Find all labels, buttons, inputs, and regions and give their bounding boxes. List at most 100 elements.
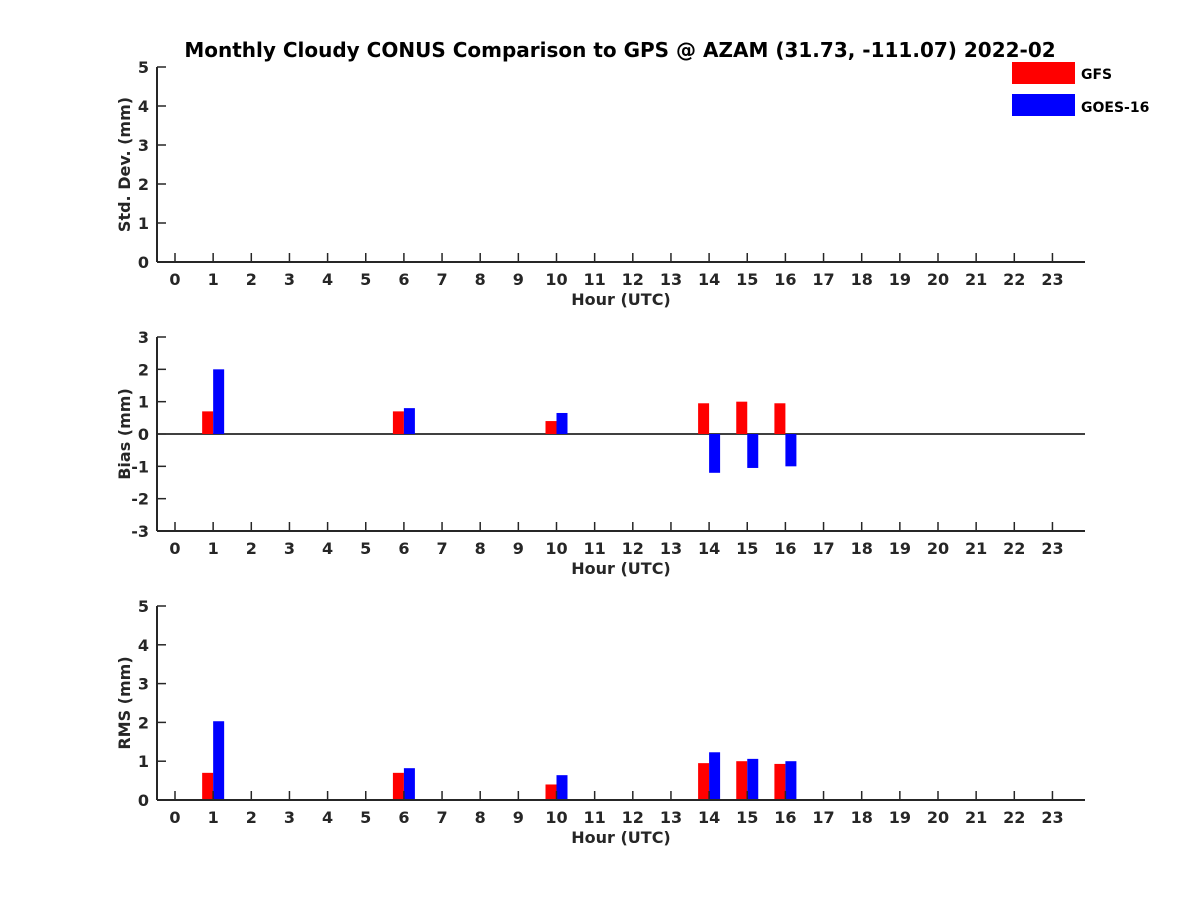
bar-gfs-hour-15 (736, 401, 748, 434)
x-tick-label: 17 (812, 808, 834, 827)
x-tick-label: 20 (927, 270, 949, 289)
y-tick-label: 1 (138, 214, 149, 233)
x-tick-label: 19 (889, 808, 911, 827)
bar-gfs-hour-6 (392, 411, 404, 434)
x-tick-label: 14 (698, 539, 720, 558)
x-tick-label: 0 (169, 270, 180, 289)
x-tick-label: 9 (513, 808, 524, 827)
bar-gfs-hour-15 (736, 761, 748, 800)
x-tick-label: 12 (622, 539, 644, 558)
x-tick-label: 21 (965, 808, 987, 827)
x-axis-label: Hour (UTC) (571, 828, 671, 847)
x-tick-label: 18 (851, 539, 873, 558)
x-tick-label: 8 (475, 808, 486, 827)
x-tick-label: 23 (1041, 270, 1063, 289)
y-tick-label: -3 (131, 522, 149, 541)
x-tick-label: 15 (736, 270, 758, 289)
x-tick-label: 4 (322, 539, 333, 558)
x-tick-label: 5 (360, 270, 371, 289)
legend-label-goes16: GOES-16 (1081, 100, 1149, 116)
y-tick-label: -2 (131, 490, 149, 509)
x-tick-label: 6 (398, 808, 409, 827)
x-tick-label: 4 (322, 270, 333, 289)
bar-goes16-hour-1 (213, 721, 225, 800)
y-tick-label: 5 (138, 597, 149, 616)
x-tick-label: 13 (660, 808, 682, 827)
bar-gfs-hour-6 (392, 772, 404, 800)
x-tick-label: 10 (545, 539, 567, 558)
y-tick-label: 2 (138, 713, 149, 732)
x-tick-label: 11 (584, 539, 606, 558)
x-tick-label: 2 (246, 539, 257, 558)
y-tick-label: 0 (138, 425, 149, 444)
x-tick-label: 3 (284, 539, 295, 558)
legend-swatch-goes16 (1012, 94, 1075, 116)
x-axis-label: Hour (UTC) (571, 559, 671, 578)
y-tick-label: 0 (138, 253, 149, 272)
x-tick-label: 8 (475, 539, 486, 558)
bar-goes16-hour-15 (747, 758, 759, 800)
bar-gfs-hour-14 (698, 763, 710, 800)
legend-swatch-gfs (1012, 62, 1075, 84)
x-tick-label: 6 (398, 539, 409, 558)
bar-gfs-hour-14 (698, 403, 710, 434)
x-tick-label: 6 (398, 270, 409, 289)
x-tick-label: 18 (851, 270, 873, 289)
x-tick-label: 7 (436, 539, 447, 558)
bar-goes16-hour-14 (709, 752, 721, 800)
x-tick-label: 11 (584, 270, 606, 289)
x-tick-label: 19 (889, 539, 911, 558)
x-tick-label: 5 (360, 539, 371, 558)
x-tick-label: 17 (812, 270, 834, 289)
x-tick-label: 15 (736, 808, 758, 827)
bar-gfs-hour-10 (545, 784, 557, 800)
x-tick-label: 21 (965, 270, 987, 289)
bar-goes16-hour-6 (403, 768, 415, 800)
x-tick-label: 13 (660, 270, 682, 289)
y-tick-label: 3 (138, 136, 149, 155)
y-tick-label: 0 (138, 791, 149, 810)
chart-title: Monthly Cloudy CONUS Comparison to GPS @… (184, 38, 1055, 62)
x-tick-label: 10 (545, 808, 567, 827)
x-tick-label: 19 (889, 270, 911, 289)
bar-goes16-hour-1 (213, 369, 225, 434)
y-tick-label: -1 (131, 457, 149, 476)
x-tick-label: 7 (436, 270, 447, 289)
bar-goes16-hour-16 (785, 761, 797, 800)
x-tick-label: 9 (513, 539, 524, 558)
x-tick-label: 16 (774, 539, 796, 558)
x-tick-label: 15 (736, 539, 758, 558)
legend: GFS GOES-16 (1012, 62, 1149, 116)
y-tick-label: 3 (138, 328, 149, 347)
y-axis-label-bias: Bias (mm) (115, 388, 134, 480)
x-tick-label: 8 (475, 270, 486, 289)
x-tick-label: 3 (284, 808, 295, 827)
x-tick-label: 12 (622, 270, 644, 289)
x-tick-label: 20 (927, 539, 949, 558)
x-tick-label: 7 (436, 808, 447, 827)
x-tick-label: 21 (965, 539, 987, 558)
bar-gfs-hour-10 (545, 421, 557, 434)
x-tick-label: 3 (284, 270, 295, 289)
y-tick-label: 1 (138, 393, 149, 412)
x-tick-label: 13 (660, 539, 682, 558)
x-tick-label: 22 (1003, 808, 1025, 827)
bar-gfs-hour-1 (202, 772, 214, 800)
x-tick-label: 1 (208, 270, 219, 289)
x-tick-label: 20 (927, 808, 949, 827)
y-tick-label: 5 (138, 58, 149, 77)
x-tick-label: 16 (774, 270, 796, 289)
x-tick-label: 22 (1003, 539, 1025, 558)
x-tick-label: 11 (584, 808, 606, 827)
bar-goes16-hour-15 (747, 434, 759, 468)
x-tick-label: 16 (774, 808, 796, 827)
bar-goes16-hour-6 (403, 408, 415, 434)
bar-goes16-hour-10 (556, 775, 568, 800)
x-tick-label: 1 (208, 539, 219, 558)
bar-goes16-hour-14 (709, 434, 721, 473)
bar-goes16-hour-16 (785, 434, 797, 467)
bar-gfs-hour-16 (774, 403, 786, 434)
